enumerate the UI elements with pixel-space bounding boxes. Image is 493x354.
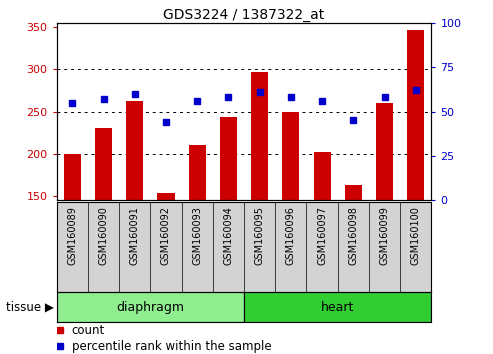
Text: GSM160095: GSM160095 [255, 206, 265, 265]
Bar [220, 118, 237, 200]
Text: GSM160089: GSM160089 [68, 206, 77, 265]
Bar [376, 103, 393, 200]
Text: GSM160093: GSM160093 [192, 206, 202, 265]
Bar [64, 154, 81, 200]
Text: GSM160094: GSM160094 [223, 206, 233, 265]
Text: GSM160098: GSM160098 [349, 206, 358, 265]
Bar [314, 152, 331, 200]
Bar [157, 193, 175, 200]
Text: diaphragm: diaphragm [116, 301, 184, 314]
Bar [407, 30, 424, 200]
Text: count: count [71, 324, 105, 337]
Text: GSM160092: GSM160092 [161, 206, 171, 265]
Bar [126, 101, 143, 200]
Title: GDS3224 / 1387322_at: GDS3224 / 1387322_at [163, 8, 325, 22]
Text: GSM160099: GSM160099 [380, 206, 389, 265]
Bar [251, 72, 268, 200]
Bar [345, 185, 362, 200]
Text: GSM160091: GSM160091 [130, 206, 140, 265]
Bar [57, 292, 244, 322]
Text: GSM160097: GSM160097 [317, 206, 327, 265]
Text: tissue ▶: tissue ▶ [6, 301, 54, 314]
Bar [244, 292, 431, 322]
Bar [282, 112, 299, 200]
Bar [95, 129, 112, 200]
Text: percentile rank within the sample: percentile rank within the sample [71, 339, 271, 353]
Text: GSM160096: GSM160096 [286, 206, 296, 265]
Bar [189, 145, 206, 200]
Text: heart: heart [321, 301, 354, 314]
Text: GSM160090: GSM160090 [99, 206, 108, 265]
Text: GSM160100: GSM160100 [411, 206, 421, 265]
